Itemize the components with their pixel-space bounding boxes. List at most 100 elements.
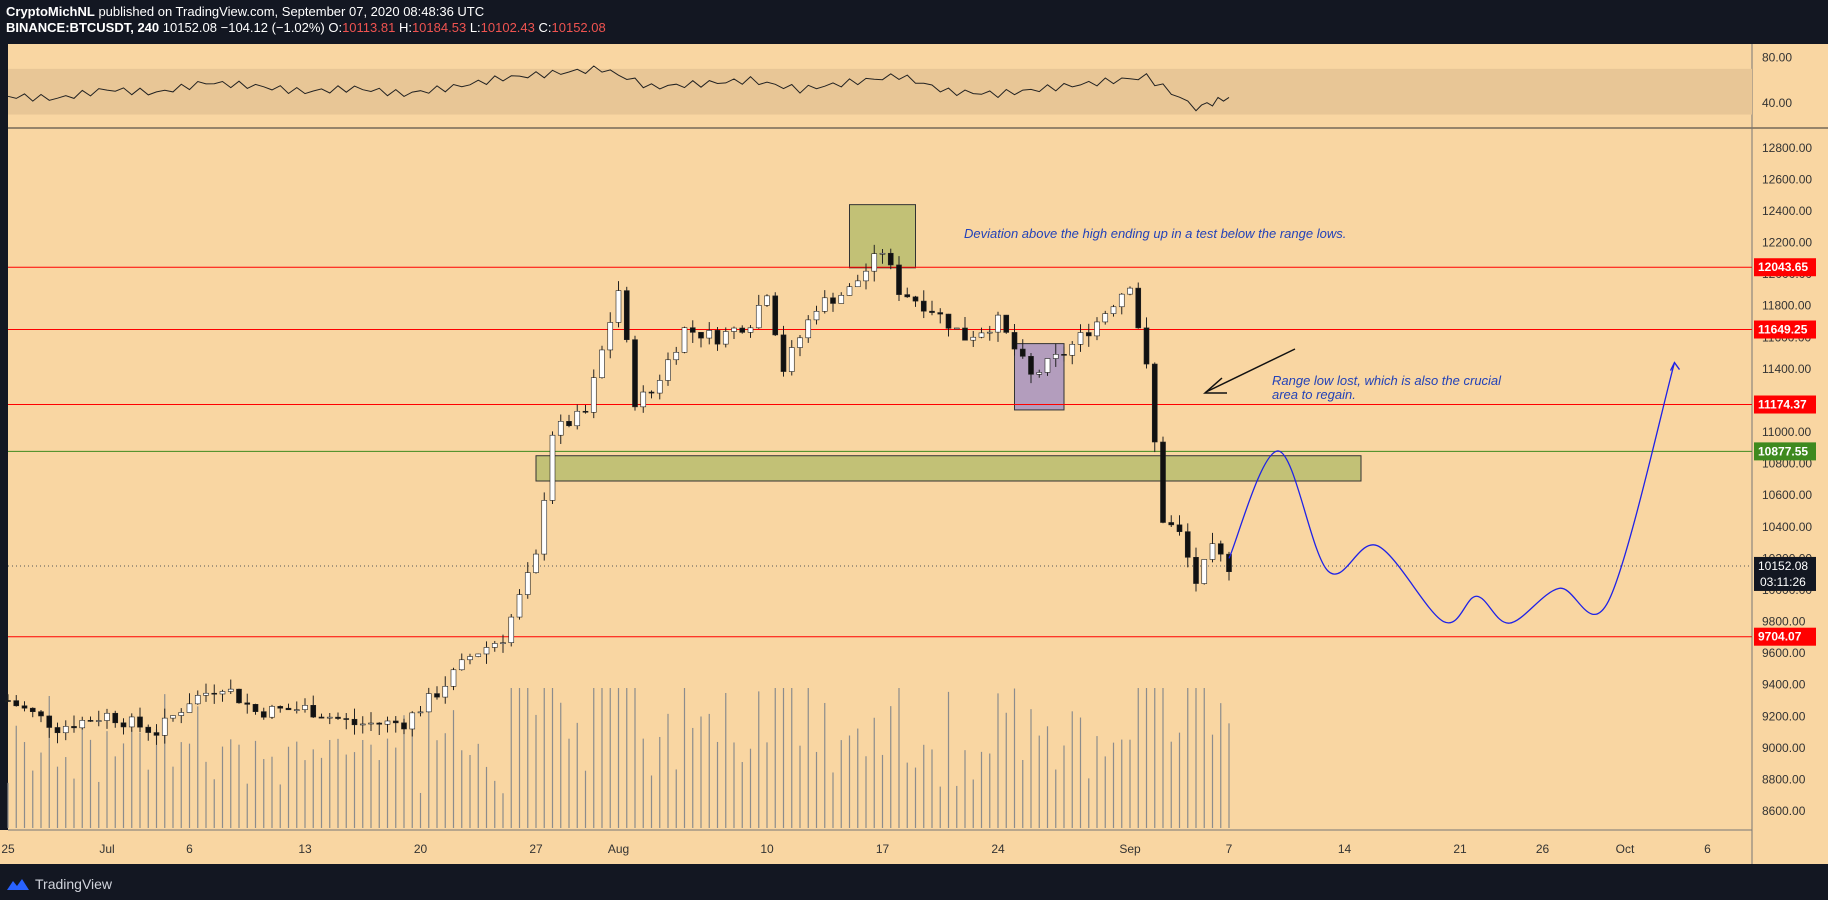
projection-curve bbox=[1228, 362, 1676, 624]
candle-body bbox=[640, 391, 647, 408]
time-tick-label: 25 bbox=[1, 842, 15, 856]
candle-body bbox=[813, 310, 820, 321]
time-tick-label: 6 bbox=[186, 842, 193, 856]
time-tick-label: 20 bbox=[414, 842, 428, 856]
candle-body bbox=[1019, 348, 1026, 357]
time-tick-label: 26 bbox=[1536, 842, 1550, 856]
time-tick-label: Aug bbox=[608, 842, 629, 856]
time-tick-label: 27 bbox=[529, 842, 543, 856]
candle-body bbox=[170, 715, 176, 719]
time-tick-label: 6 bbox=[1704, 842, 1711, 856]
candle-body bbox=[368, 722, 374, 725]
candle-body bbox=[46, 715, 53, 728]
time-tick-label: 24 bbox=[991, 842, 1005, 856]
brand-label: TradingView bbox=[35, 876, 113, 892]
price-tick-label: 9200.00 bbox=[1762, 709, 1806, 723]
author-name[interactable]: CryptoMichNL bbox=[6, 4, 95, 19]
candle-body bbox=[1226, 553, 1232, 572]
time-tick-label: 13 bbox=[298, 842, 312, 856]
candle-body bbox=[54, 727, 61, 734]
candle-body bbox=[838, 295, 845, 304]
level-label: 11649.25 bbox=[1758, 323, 1808, 337]
candle-body bbox=[277, 706, 284, 709]
candle-body bbox=[21, 705, 28, 709]
candle-body bbox=[1217, 543, 1224, 555]
candle-body bbox=[458, 659, 465, 671]
time-tick-label: Jul bbox=[99, 842, 114, 856]
arrow-head bbox=[1203, 377, 1227, 394]
countdown-label: 03:11:26 bbox=[1760, 575, 1806, 589]
candle-body bbox=[29, 707, 36, 712]
level-label-box bbox=[1754, 395, 1816, 414]
high-label: H: bbox=[398, 20, 412, 35]
rsi-line bbox=[7, 65, 1230, 112]
candle-body bbox=[1160, 441, 1166, 523]
candle-body bbox=[516, 594, 523, 618]
candle-body bbox=[706, 330, 713, 339]
last-price-box bbox=[1754, 556, 1816, 591]
annotation-deviation: Deviation above the high ending up in a … bbox=[964, 226, 1346, 241]
candle-body bbox=[590, 377, 597, 413]
time-tick-label: 14 bbox=[1338, 842, 1352, 856]
open-label: O: bbox=[328, 20, 343, 35]
candle-body bbox=[887, 252, 894, 266]
candle-body bbox=[1201, 559, 1208, 584]
candle-body bbox=[607, 322, 614, 351]
price-tick-label: 11000.00 bbox=[1762, 425, 1811, 439]
candle-body bbox=[854, 280, 861, 288]
candle-body bbox=[689, 327, 696, 333]
candle-body bbox=[599, 349, 605, 378]
price-tick-label: 9800.00 bbox=[1762, 615, 1806, 629]
candle-body bbox=[1168, 522, 1175, 526]
candle-body bbox=[326, 716, 333, 719]
candle-body bbox=[549, 434, 556, 501]
candle-body bbox=[260, 711, 267, 718]
candle-body bbox=[1011, 332, 1018, 350]
level-label: 9704.07 bbox=[1758, 630, 1802, 644]
high-value: 10184.53 bbox=[411, 20, 467, 35]
candle-body bbox=[566, 421, 572, 427]
candle-body bbox=[491, 643, 498, 648]
candle-body bbox=[244, 702, 251, 705]
candle-body bbox=[161, 717, 168, 736]
price-tick-label: 8600.00 bbox=[1762, 804, 1806, 818]
close-value: 10152.08 bbox=[551, 20, 606, 35]
price-tick-label: 12200.00 bbox=[1762, 236, 1812, 250]
tradingview-brand[interactable]: TradingView bbox=[6, 876, 112, 892]
annotation-range-low-line2: area to regain. bbox=[1272, 387, 1356, 402]
candle-body bbox=[1110, 306, 1117, 314]
rsi-indicator: 80.00 40.00 bbox=[7, 50, 1792, 115]
price-tick-label: 10400.00 bbox=[1762, 520, 1812, 534]
candle-body bbox=[615, 290, 622, 323]
rsi-band bbox=[8, 68, 1752, 115]
tradingview-logo-icon bbox=[7, 879, 29, 890]
time-tick-label: 10 bbox=[760, 842, 774, 856]
candle-body bbox=[351, 718, 358, 726]
candle-body bbox=[409, 712, 416, 730]
time-tick-label: 21 bbox=[1453, 842, 1467, 856]
candle-body bbox=[648, 391, 655, 394]
candle-body bbox=[62, 726, 69, 734]
candle-body bbox=[310, 705, 317, 718]
candle-body bbox=[821, 297, 828, 312]
candle-body bbox=[780, 334, 787, 372]
level-label: 11174.37 bbox=[1758, 398, 1807, 412]
candle-body bbox=[285, 707, 292, 711]
rsi-tick-label: 40.00 bbox=[1762, 96, 1792, 110]
candle-body bbox=[252, 704, 259, 712]
price-tick-label: 11800.00 bbox=[1762, 299, 1811, 313]
candle-body bbox=[920, 300, 927, 312]
candle-body bbox=[582, 410, 589, 413]
candle-body bbox=[137, 716, 143, 728]
price-tick-label: 11400.00 bbox=[1762, 362, 1811, 376]
publish-info: CryptoMichNL published on TradingView.co… bbox=[6, 4, 484, 19]
candle-body bbox=[953, 327, 960, 330]
candlesticks bbox=[5, 244, 1232, 745]
candle-body bbox=[962, 327, 968, 341]
candle-body bbox=[863, 270, 869, 282]
candle-body bbox=[227, 688, 234, 692]
low-value: 10102.43 bbox=[480, 20, 535, 35]
close-label: C: bbox=[538, 20, 552, 35]
price-tick-label: 12800.00 bbox=[1762, 141, 1812, 155]
